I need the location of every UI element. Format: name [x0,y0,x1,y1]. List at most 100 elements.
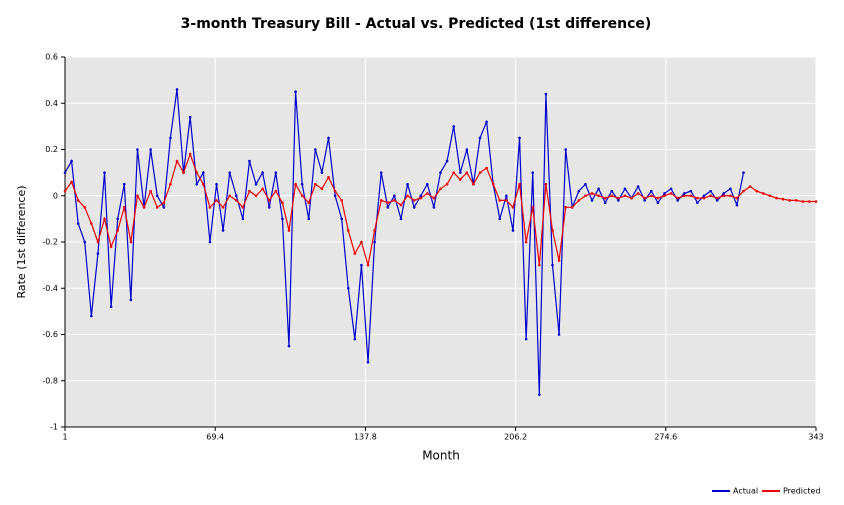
point [729,194,732,198]
point [261,187,264,191]
point [116,217,120,221]
point [162,206,166,209]
point [234,199,238,202]
point [103,171,106,174]
point [346,286,350,290]
point [729,187,732,191]
point [538,393,541,396]
point [748,185,752,188]
point [722,194,726,198]
point [755,189,759,193]
point [353,252,357,255]
point [90,222,93,225]
point [432,206,436,209]
point [155,194,159,198]
x-tick-label: 137.8 [354,433,377,442]
point [274,189,278,193]
point [511,229,515,232]
point [320,171,324,174]
point [498,217,502,221]
point [63,171,67,174]
point [228,171,231,174]
point [182,171,185,174]
point [340,217,343,221]
point [426,182,429,186]
point [722,192,726,195]
point [610,194,614,198]
point [663,192,666,195]
point [485,120,488,124]
point [551,263,554,267]
y-tick-label: -0.2 [42,238,58,247]
point [491,182,495,186]
point [202,171,205,174]
y-tick-label: 0 [53,191,58,200]
point [327,136,330,140]
point [136,194,139,198]
point [564,206,567,209]
point [735,203,739,207]
point [597,194,600,198]
point [709,194,712,198]
point [505,199,508,202]
point [314,182,317,186]
point [142,206,146,209]
y-tick-label: 0.2 [45,145,58,154]
point [109,245,113,248]
point [155,206,159,209]
point [129,298,133,302]
point [584,182,587,186]
point [524,240,528,244]
point [570,206,574,209]
point [149,189,152,193]
x-tick-label: 1 [62,433,67,442]
point [452,171,455,174]
y-tick-label: 0.6 [45,53,58,62]
point [689,194,693,198]
point [333,194,337,198]
point [412,199,416,202]
point [643,199,647,202]
point [702,194,706,198]
point [458,171,462,174]
point [169,136,172,140]
point [300,182,304,186]
point [195,182,199,186]
point [281,201,284,204]
point [267,199,271,202]
legend-label: Actual [733,487,758,496]
point [623,187,627,191]
point [788,199,791,202]
point [505,194,508,198]
point [577,189,581,193]
point [228,194,231,198]
point [452,125,455,128]
point [261,171,264,174]
point [76,199,80,202]
point [426,192,429,195]
point [775,196,778,200]
point [781,197,785,201]
point [439,187,442,191]
point [366,263,370,267]
point [696,201,699,204]
point [307,217,311,221]
x-tick-label: 274.6 [654,433,677,442]
point [274,171,278,174]
point [801,200,805,203]
point [294,90,297,93]
point [485,166,488,170]
point [90,314,93,318]
point [445,159,449,163]
point [221,206,225,209]
point [215,182,218,186]
point [524,337,528,341]
point [650,189,653,193]
point [393,194,396,198]
point [742,189,745,193]
point [399,217,403,221]
point [656,196,660,200]
point [676,196,679,200]
point [76,222,80,225]
point [406,182,409,186]
